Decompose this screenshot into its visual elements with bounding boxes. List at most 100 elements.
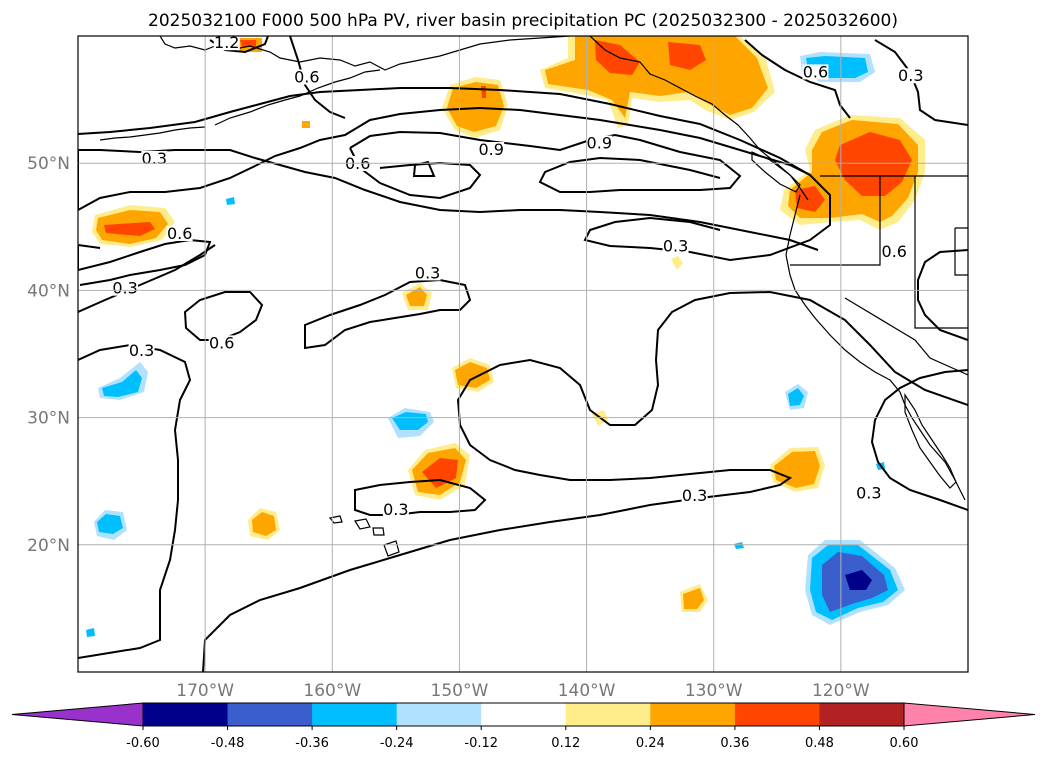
axis-ticks: 170°W 160°W 150°W 140°W 130°W 120°W 20°N 30°N 40… [27,154,870,701]
contour-label-bg [382,502,409,517]
contour-label-bg [141,150,168,166]
colorbar-tick-label: 0.24 [636,736,665,751]
precipitation-shading [86,36,925,637]
contour-label-bg [208,335,235,351]
colorbar-frame [142,702,905,727]
contour-label-bg [855,485,882,501]
colorbar-tick-label: -0.48 [211,736,245,751]
contour-label-bg [586,135,613,151]
contour-label-bg [112,280,139,296]
contour-label: 0.9 [586,134,613,153]
contour-label-bg [414,265,441,281]
border-states-3 [954,227,968,276]
contour-0.6-main [78,106,819,251]
colorbar-segment [396,703,482,726]
contour-label: 0.3 [662,237,689,256]
contour-label-text: 0.3 [112,279,137,298]
contour-label-text: 0.6 [167,224,192,243]
lon-tick-label: 150°W [431,681,489,701]
shade-wa-red [835,132,912,196]
contour-label: 0.6 [881,242,908,261]
contour-label-text: 0.3 [663,237,688,256]
contour-0.3-north [78,87,831,262]
lat-tick-label: 50°N [27,154,70,174]
coast-aleutians [99,126,206,141]
contour-label: 0.3 [414,263,441,282]
shade-130w-spot [671,256,683,270]
map-plot-area: 0.3 0.6 0.9 0.9 0.6 0.6 0.3 0.3 0.3 0.6 0.3 0.3 0.3 0… [78,33,968,672]
figure-title: 2025032100 F000 500 hPa PV, river basin … [148,11,898,31]
contour-0.3-ne [874,39,968,126]
lon-tick-label: 140°W [558,681,616,701]
shade-31n-blue [788,388,804,406]
colorbar-tick-label: 0.12 [551,736,580,751]
contour-0.6-west [78,238,212,286]
colorbar-segment [565,703,651,726]
contour-0.3-west-big [78,243,192,659]
coast-us-west [785,194,966,501]
contour-label: 0.3 [382,500,409,519]
contour-label: 0.3 [681,486,708,505]
contour-label: 1.2 [213,33,240,52]
shade-aleutian-spot [302,121,310,128]
border-states-4 [844,297,968,376]
pv-contours [78,36,968,672]
colorbar-tick-label: -0.12 [464,736,498,751]
shade-bc-coast-red [595,40,640,75]
contour-label-text: 0.3 [856,483,881,502]
lon-tick-label: 120°W [812,681,870,701]
contour-label-text: 0.3 [383,500,408,519]
contour-label-text: 0.9 [478,140,503,159]
coast-baja [904,393,957,489]
shade-west-south2 [252,512,276,536]
contour-label-text: 0.6 [803,62,828,81]
contour-label-bg [681,488,708,504]
contour-label: 0.3 [897,66,924,85]
coast-vancouver-island [751,151,801,193]
contour-label-bg [478,142,505,158]
colorbar-segment [650,703,736,726]
contour-label-bg [881,243,908,259]
shade-tiny-blue3 [86,628,95,637]
contour-0.3-east [870,369,968,511]
colorbar-segment [143,703,229,726]
contour-0.3-mid [304,278,472,350]
colorbar-segment [227,703,313,726]
colorbar-tick-label: 0.60 [890,736,919,751]
contour-label-text: 0.9 [587,134,612,153]
contour-label-text: 0.3 [682,486,707,505]
lat-tick-label: 40°N [27,281,70,301]
colorbar-tick-label: 0.48 [805,736,834,751]
shade-gulfak [447,82,504,132]
lat-tick-label: 30°N [27,409,70,429]
shade-tiny-blue1 [734,542,744,549]
contour-0.6-ne [744,39,851,119]
contour-labels: 0.3 0.6 0.9 0.9 0.6 0.6 0.3 0.3 0.3 0.6 0.3 0.3 0.3 0… [112,33,924,519]
shade-west-red [104,222,155,236]
coastlines [99,36,968,557]
contour-label: 0.3 [855,483,882,502]
contour-label-text: 0.3 [142,149,167,168]
contour-label: 0.3 [141,149,168,168]
colorbar-segment [481,703,567,726]
colorbar-segment [734,703,820,726]
contour-label-text: 1.2 [214,33,239,52]
coast-alaska [159,36,571,71]
colorbar-tick-label: -0.60 [126,736,160,751]
shade-bc-red2 [668,42,706,70]
lat-tick-label: 20°N [27,536,70,556]
contour-label-bg [802,64,829,80]
contour-label: 0.3 [112,279,139,298]
contour-label-text: 0.3 [415,263,440,282]
colorbar-extend-high [903,702,1036,727]
colorbar-segment [819,703,905,726]
lon-tick-label: 170°W [176,681,234,701]
gridlines [78,36,968,672]
map-frame [77,35,969,673]
contour-label: 0.6 [166,224,193,243]
shade-29n-blue [392,412,428,430]
shade-35n-blue [102,370,142,397]
shade-33n [455,362,490,388]
contour-label: 0.6 [208,333,235,352]
